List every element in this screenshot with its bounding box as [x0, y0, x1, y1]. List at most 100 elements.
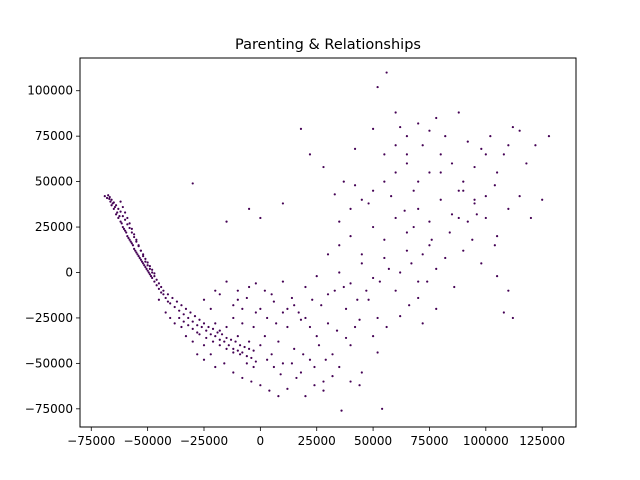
data-point — [139, 258, 142, 261]
data-point — [245, 355, 248, 358]
data-point — [259, 307, 262, 310]
data-point — [381, 407, 384, 410]
data-point — [108, 195, 111, 199]
data-point — [534, 144, 537, 147]
data-point — [146, 269, 149, 272]
data-point — [114, 213, 118, 216]
data-point — [349, 207, 352, 210]
data-point — [466, 140, 469, 143]
data-point — [462, 180, 465, 183]
data-point — [214, 335, 217, 338]
data-point — [385, 71, 388, 74]
x-tick-label: 0 — [257, 434, 265, 448]
data-point — [112, 201, 115, 204]
data-point — [342, 285, 345, 289]
data-point — [417, 296, 420, 300]
data-point — [140, 260, 144, 263]
data-point — [484, 195, 487, 198]
data-point — [394, 111, 397, 114]
data-point — [428, 129, 431, 132]
data-point — [247, 285, 251, 289]
data-point — [142, 262, 145, 265]
data-point — [405, 162, 409, 165]
data-point — [457, 111, 460, 114]
data-point — [279, 373, 282, 376]
data-point — [405, 231, 409, 234]
data-point — [448, 231, 451, 234]
data-point — [344, 336, 348, 340]
data-point — [444, 256, 447, 260]
data-point — [353, 184, 357, 187]
data-point — [187, 316, 190, 320]
data-point — [371, 276, 375, 280]
data-point — [259, 344, 262, 347]
data-point — [529, 216, 533, 220]
data-point — [489, 135, 492, 138]
data-point — [234, 340, 237, 343]
data-point — [241, 322, 244, 325]
data-point — [178, 309, 181, 312]
data-point — [247, 347, 251, 350]
x-tick-label: 100000 — [463, 434, 509, 448]
data-point — [223, 362, 226, 365]
data-point — [232, 347, 235, 350]
data-point — [326, 253, 330, 256]
y-tick-label: −50000 — [25, 356, 73, 370]
data-point — [184, 335, 188, 338]
data-point — [238, 353, 242, 356]
data-point — [394, 144, 397, 147]
data-point — [507, 144, 510, 147]
data-point — [394, 216, 397, 220]
data-point — [223, 340, 226, 343]
y-tick-label: 75000 — [35, 129, 73, 143]
data-point — [133, 233, 136, 236]
data-point — [207, 325, 210, 329]
y-tick-label: 0 — [65, 265, 73, 279]
data-point — [148, 273, 151, 276]
data-point — [169, 302, 172, 305]
data-point — [126, 223, 129, 226]
data-point — [331, 375, 334, 378]
data-point — [129, 240, 132, 243]
data-point — [198, 318, 201, 321]
data-point — [313, 384, 316, 387]
data-point — [302, 353, 305, 356]
data-point — [417, 122, 420, 125]
data-point — [450, 162, 454, 165]
data-point — [428, 220, 431, 223]
data-point — [495, 275, 499, 278]
data-point — [114, 204, 118, 207]
data-point — [121, 225, 124, 229]
data-point — [390, 195, 393, 198]
data-point — [272, 365, 275, 369]
data-point — [349, 344, 352, 347]
data-point — [153, 280, 156, 283]
data-point — [146, 261, 149, 264]
x-axis-ticks: −75000 −50000 −25000 0 25000 50000 75000 100000… — [67, 427, 565, 448]
data-point — [290, 362, 294, 365]
data-point — [209, 333, 212, 336]
data-point — [297, 311, 300, 314]
data-point — [383, 153, 386, 156]
plot-area-frame — [79, 57, 577, 428]
data-point — [250, 380, 253, 383]
data-point — [281, 280, 285, 283]
data-point — [387, 267, 390, 270]
data-point — [151, 276, 154, 280]
data-point — [126, 235, 129, 238]
data-point — [399, 271, 402, 274]
data-point — [315, 335, 318, 338]
data-point — [133, 235, 136, 239]
data-point — [281, 202, 285, 205]
data-point — [511, 125, 514, 129]
data-point — [340, 409, 343, 412]
data-point — [322, 389, 325, 392]
data-point — [103, 195, 106, 198]
data-point — [241, 307, 244, 310]
data-point — [202, 322, 206, 325]
data-point — [371, 127, 375, 130]
data-point — [245, 296, 248, 300]
data-point — [144, 260, 147, 263]
data-point — [155, 284, 158, 287]
data-point — [383, 238, 386, 241]
